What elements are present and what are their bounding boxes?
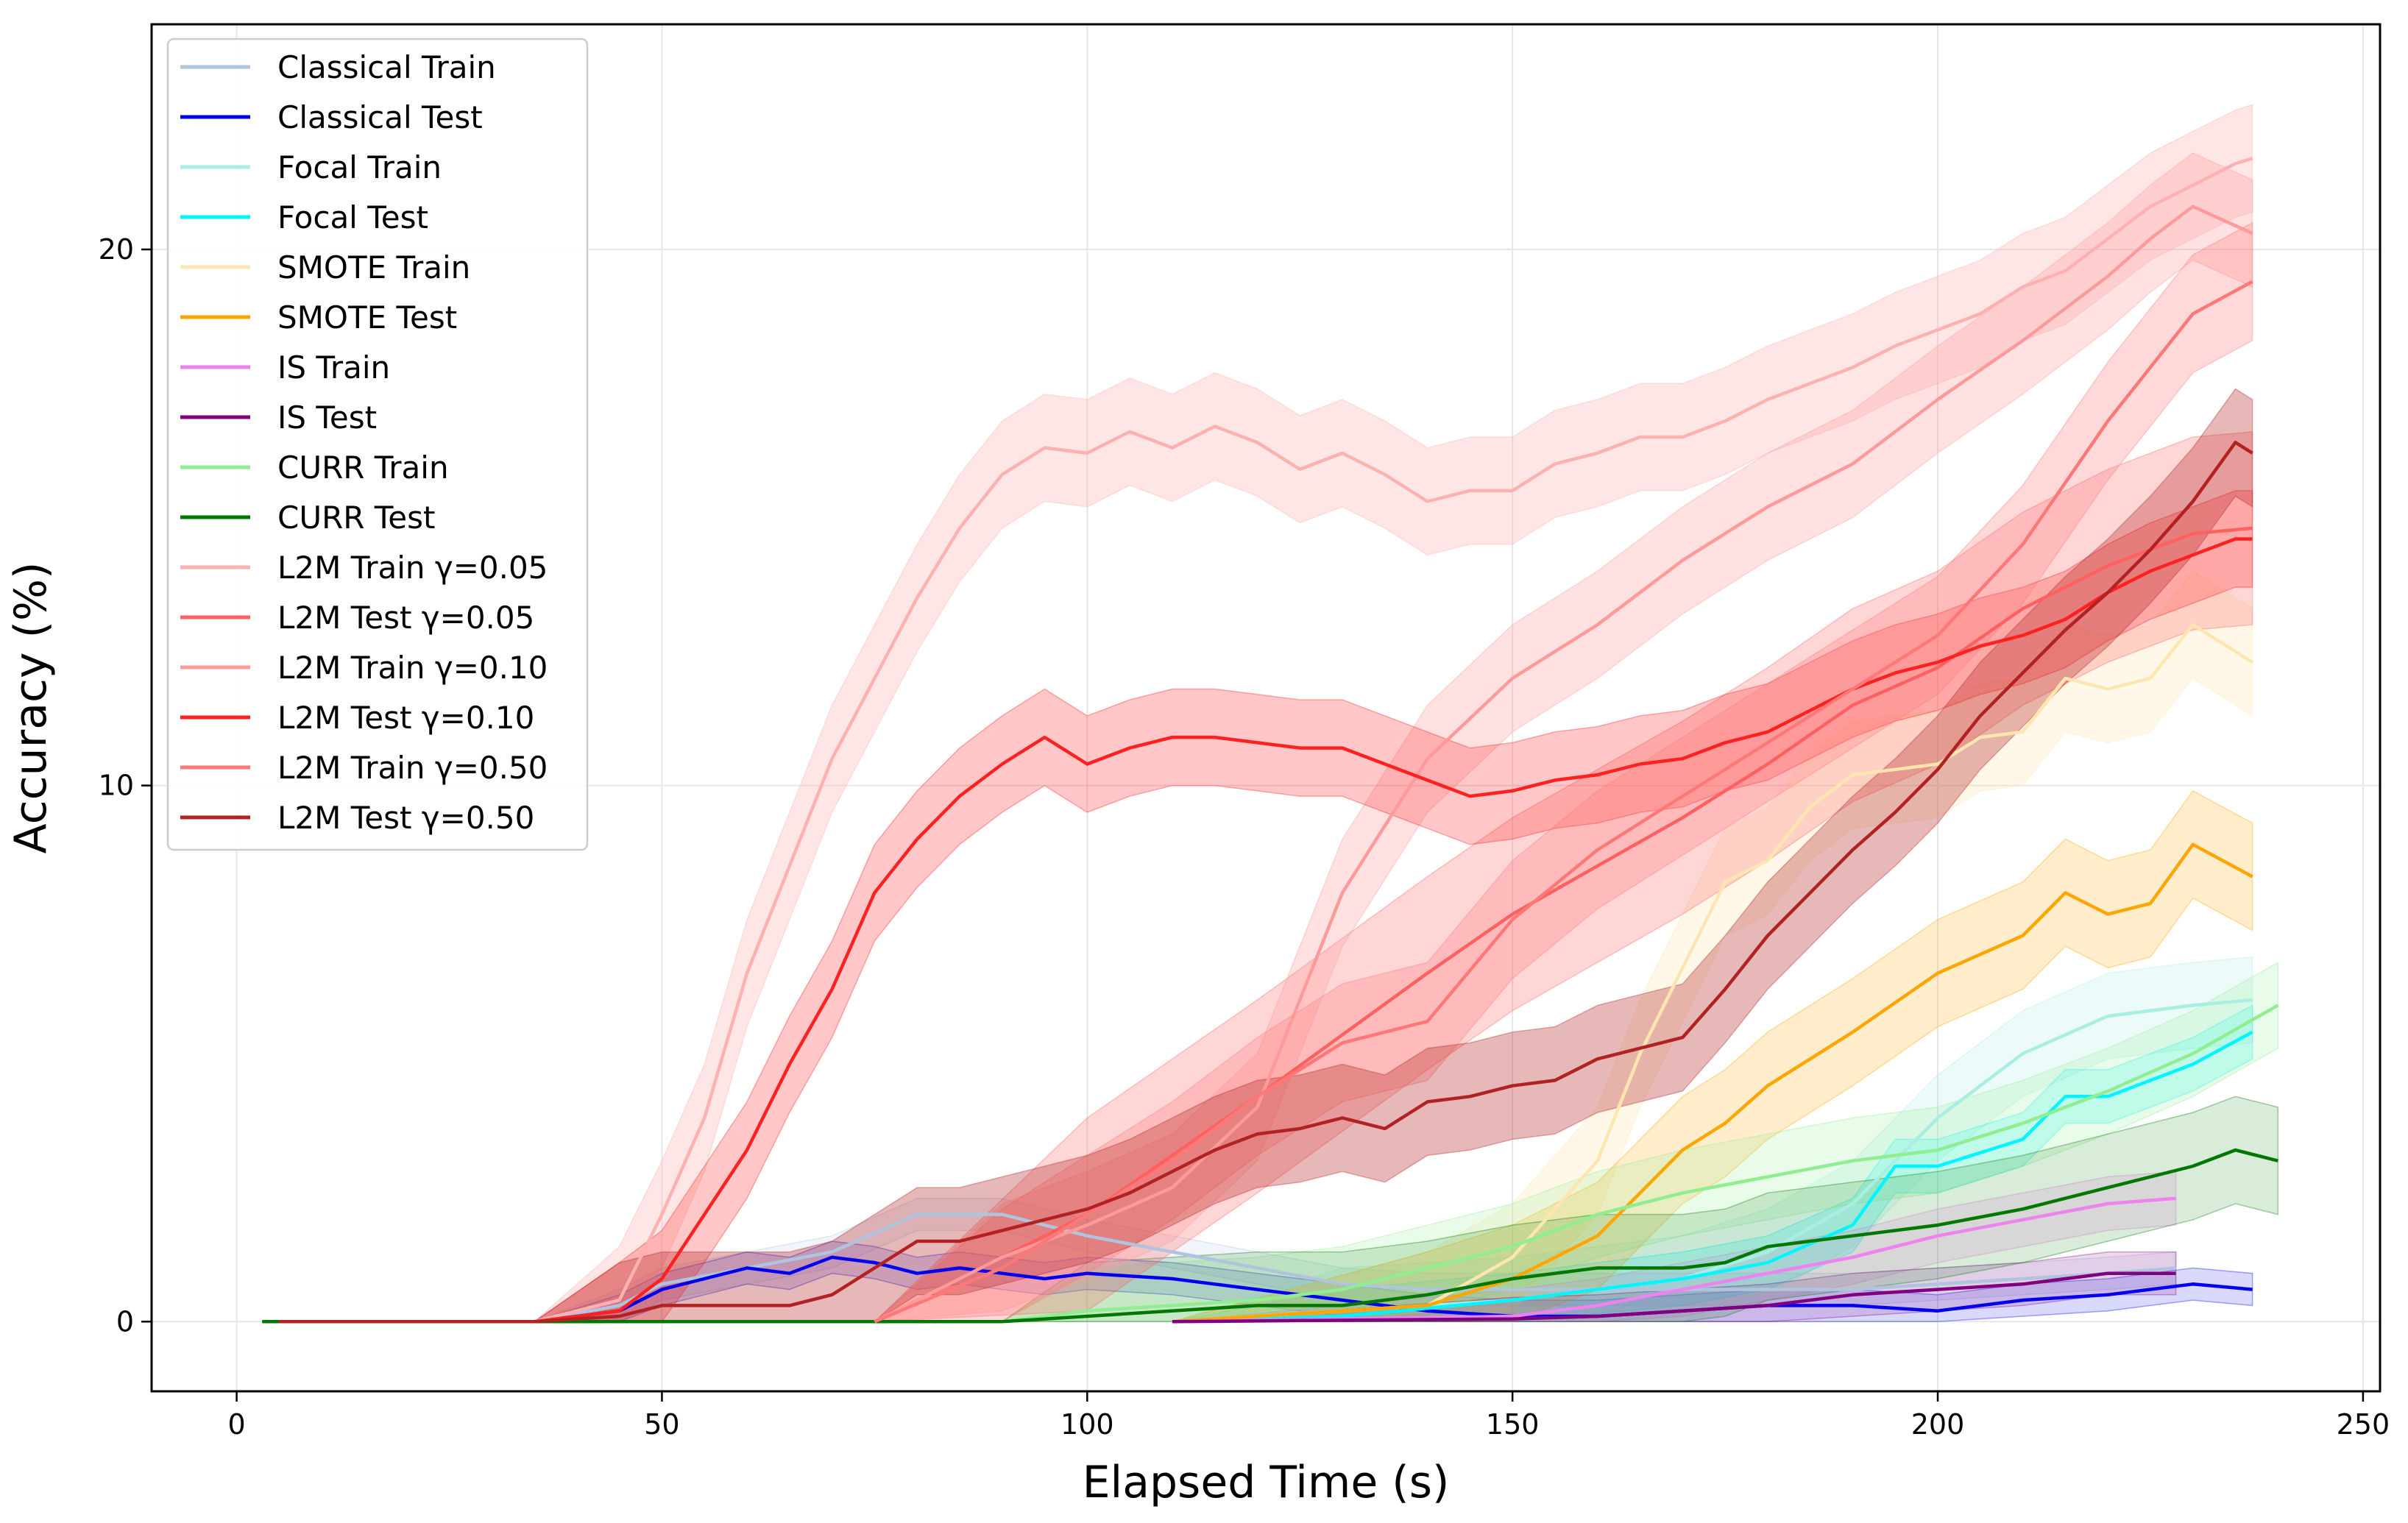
legend-label-curr-train: CURR Train [277, 450, 449, 486]
legend-label-focal-train: Focal Train [277, 149, 442, 185]
curr-test-line [262, 1148, 2278, 1324]
legend-label-is-test: IS Test [277, 400, 377, 436]
plot-frame [150, 23, 2382, 1393]
classical-test-line [279, 1255, 2253, 1324]
focal-train-line [1172, 998, 2253, 1324]
curr-train-line [1002, 1004, 2279, 1324]
x-tick-label: 250 [2337, 1408, 2390, 1441]
x-tick-label: 150 [1486, 1408, 1540, 1441]
smote-test-line [1172, 842, 2253, 1324]
x-tick-label: 100 [1060, 1408, 1114, 1441]
x-tick-label: 0 [227, 1408, 245, 1441]
smote-test-band [1172, 789, 2253, 1323]
is-train-line [1172, 1196, 2176, 1324]
x-tick-label: 200 [1911, 1408, 1965, 1441]
legend-label-focal-test: Focal Test [277, 199, 428, 235]
legend-label-l2m-test-gamma-0-10: L2M Test γ=0.10 [277, 700, 534, 736]
l2m-test-gamma-0-05-line [874, 526, 2253, 1324]
l2m-test-gamma-0-50-line [279, 441, 2253, 1324]
focal-test-line [1172, 1030, 2253, 1324]
legend-label-smote-test: SMOTE Test [277, 299, 457, 336]
legend-box [166, 38, 589, 851]
axis-ticks: 0 50 100 150 200 250 0 10 20 [99, 233, 2390, 1441]
legend-label-l2m-test-gamma-0-50: L2M Test γ=0.50 [277, 800, 534, 836]
y-tick-label: 0 [116, 1305, 134, 1338]
l2m-train-gamma-0-50-line [874, 280, 2253, 1324]
legend-label-l2m-train-gamma-0-50: L2M Train γ=0.50 [277, 750, 548, 786]
smote-train-line [1172, 622, 2253, 1324]
y-axis-title: Accuracy (%) [5, 562, 57, 854]
legend-label-classical-test: Classical Test [277, 99, 483, 135]
y-tick-label: 20 [99, 233, 134, 266]
legend-label-l2m-train-gamma-0-05: L2M Train γ=0.05 [277, 550, 548, 586]
legend: Classical Train Classical Test Focal Train… [166, 38, 589, 851]
x-tick-label: 50 [644, 1408, 679, 1441]
legend-label-curr-test: CURR Test [277, 500, 436, 536]
legend-label-l2m-test-gamma-0-05: L2M Test γ=0.05 [277, 600, 534, 636]
legend-label-smote-train: SMOTE Train [277, 249, 470, 285]
l2m-train-gamma-0-10-line [874, 205, 2253, 1324]
classical-train-line [279, 1213, 2176, 1324]
legend-label-is-train: IS Train [277, 349, 390, 386]
y-tick-label: 10 [99, 770, 134, 802]
legend-label-l2m-train-gamma-0-10: L2M Train γ=0.10 [277, 650, 548, 686]
is-test-line [1172, 1271, 2176, 1324]
legend-label-classical-train: Classical Train [277, 49, 496, 85]
l2m-train-gamma-0-05-band [279, 104, 2253, 1323]
l2m-train-gamma-0-05-line [279, 157, 2253, 1324]
l2m-test-gamma-0-10-line [279, 537, 2253, 1324]
x-axis-title: Elapsed Time (s) [1083, 1457, 1450, 1508]
series-lines [262, 157, 2279, 1324]
